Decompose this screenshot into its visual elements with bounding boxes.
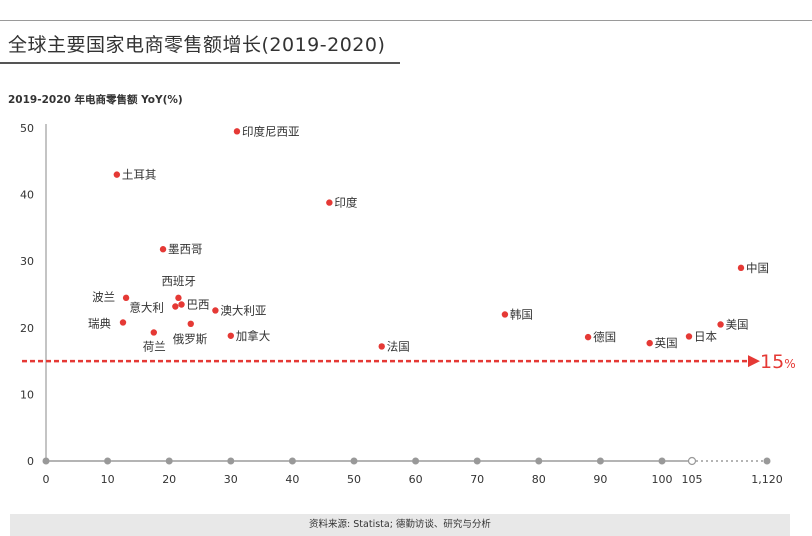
data-point (646, 339, 653, 347)
source-footer: 资料来源: Statista; 德勤访谈、研究与分析 (10, 514, 790, 536)
x-tick-marker (288, 457, 296, 465)
data-point (172, 303, 179, 310)
data-label: 法国 (387, 339, 410, 353)
data-label: 意大利 (129, 300, 164, 314)
data-point (113, 171, 121, 178)
title-underline (0, 62, 400, 64)
x-tick-label: 0 (43, 473, 50, 486)
x-tick-marker (763, 457, 771, 465)
data-point (227, 332, 234, 339)
data-label: 日本 (694, 329, 717, 343)
y-tick-label: 10 (20, 388, 34, 401)
data-label: 巴西 (187, 297, 210, 311)
x-tick-marker (104, 457, 112, 465)
data-point (685, 333, 693, 340)
data-point (737, 264, 745, 272)
data-label: 波兰 (92, 290, 115, 304)
x-tick-label: 50 (347, 473, 361, 486)
x-tick-label: 10 (101, 473, 115, 486)
data-point (501, 311, 509, 318)
y-tick-label: 50 (20, 122, 34, 135)
y-axis-label: 2019-2020 年电商零售额 YoY(%) (8, 94, 183, 106)
data-point (119, 319, 127, 326)
data-point (584, 333, 592, 341)
data-label: 澳大利亚 (220, 303, 266, 317)
data-point (378, 343, 385, 350)
x-tick-label: 40 (285, 473, 299, 486)
top-divider (0, 20, 812, 21)
data-label: 德国 (593, 330, 616, 344)
x-tick-label: 1,120 (751, 473, 783, 486)
x-tick-label: 30 (224, 473, 238, 486)
data-point (326, 199, 333, 206)
data-point (212, 307, 219, 314)
data-label: 荷兰 (143, 339, 166, 353)
data-label: 西班牙 (161, 274, 196, 288)
source-text: 资料来源: Statista; 德勤访谈、研究与分析 (309, 519, 491, 530)
x-tick-break-marker (687, 456, 697, 466)
data-point (159, 246, 167, 253)
data-point (150, 329, 157, 336)
x-tick-marker (42, 457, 50, 465)
x-tick-label: 20 (162, 473, 176, 486)
y-tick-label: 30 (20, 255, 34, 268)
page-title: 全球主要国家电商零售额增长(2019-2020) (8, 34, 386, 56)
data-label: 印度尼西亚 (242, 124, 300, 138)
x-tick-marker (473, 457, 481, 465)
x-tick-marker (227, 457, 235, 465)
data-label: 加拿大 (236, 329, 271, 343)
data-label: 印度 (334, 196, 357, 210)
x-tick-marker (596, 457, 604, 465)
data-point (178, 301, 185, 308)
data-point (175, 294, 182, 302)
y-tick-label: 40 (20, 189, 34, 202)
data-label: 瑞典 (88, 316, 111, 330)
data-label: 土耳其 (122, 168, 157, 182)
x-tick-marker (350, 457, 358, 465)
data-point (187, 320, 194, 328)
data-label: 俄罗斯 (173, 332, 208, 346)
x-tick-label: 60 (409, 473, 423, 486)
threshold-arrow (748, 355, 760, 368)
data-label: 中国 (746, 261, 769, 275)
x-tick-label: 105 (682, 473, 703, 486)
x-tick-marker (412, 457, 420, 465)
data-label: 美国 (726, 317, 749, 331)
x-tick-marker (535, 457, 543, 465)
y-tick-label: 0 (27, 455, 34, 468)
data-label: 韩国 (510, 307, 533, 321)
x-tick-marker (658, 457, 666, 465)
data-point (122, 294, 130, 302)
scatter-chart: 0 10 20 30 40 50 0 10 20 30 40 50 60 70 80 90 100 105 1,12… (20, 122, 796, 486)
data-label: 英国 (655, 336, 678, 350)
data-label: 墨西哥 (168, 242, 203, 256)
data-point (717, 321, 724, 328)
x-tick-label: 70 (470, 473, 484, 486)
threshold-label: 15% (760, 351, 796, 373)
y-tick-label: 20 (20, 322, 34, 335)
x-tick-label: 90 (593, 473, 607, 486)
x-tick-label: 100 (652, 473, 673, 486)
x-tick-label: 80 (532, 473, 546, 486)
x-tick-marker (165, 457, 173, 465)
data-point (233, 128, 241, 135)
